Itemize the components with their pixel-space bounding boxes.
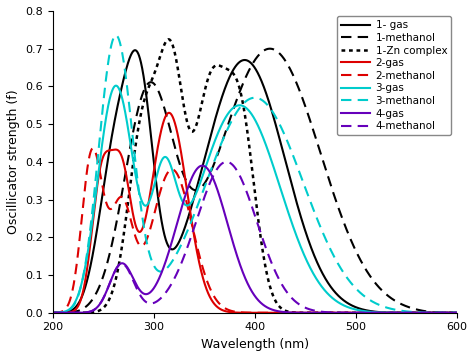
Legend: 1- gas, 1-methanol, 1-Zn complex, 2-gas, 2-methanol, 3-gas, 3-methanol, 4-gas, 4: 1- gas, 1-methanol, 1-Zn complex, 2-gas,…: [337, 16, 451, 135]
1-methanol: [50, 311, 56, 315]
1-methanol: [402, 304, 408, 308]
1- gas: [454, 311, 459, 315]
3-methanol: [402, 309, 408, 313]
Line: 3-gas: 3-gas: [53, 86, 456, 313]
2-gas: [96, 172, 102, 176]
3-gas: [113, 83, 119, 88]
2-methanol: [205, 281, 211, 285]
1-Zn complex: [96, 309, 102, 313]
2-gas: [222, 309, 228, 313]
X-axis label: Wavelength (nm): Wavelength (nm): [201, 338, 309, 351]
3-gas: [222, 116, 228, 120]
3-methanol: [205, 176, 211, 180]
4-methanol: [96, 303, 102, 308]
4-gas: [454, 311, 459, 315]
Line: 4-gas: 4-gas: [53, 166, 456, 313]
Line: 3-methanol: 3-methanol: [53, 35, 456, 313]
1-Zn complex: [454, 311, 459, 315]
3-methanol: [446, 311, 452, 315]
3-methanol: [454, 311, 459, 315]
1-Zn complex: [120, 238, 126, 242]
4-gas: [402, 311, 408, 315]
2-methanol: [90, 146, 96, 150]
2-methanol: [446, 311, 452, 315]
4-gas: [50, 311, 56, 315]
4-gas: [222, 214, 228, 218]
1- gas: [132, 48, 138, 52]
3-methanol: [120, 56, 126, 60]
2-methanol: [402, 311, 408, 315]
1- gas: [446, 311, 452, 315]
4-methanol: [224, 160, 229, 164]
3-gas: [120, 100, 126, 104]
2-methanol: [222, 306, 228, 311]
1-methanol: [96, 285, 102, 290]
Line: 1- gas: 1- gas: [53, 50, 456, 313]
1-Zn complex: [50, 311, 56, 315]
4-gas: [120, 261, 126, 266]
1-methanol: [205, 176, 210, 180]
4-methanol: [454, 311, 459, 315]
Line: 2-gas: 2-gas: [53, 113, 456, 313]
2-gas: [50, 311, 56, 315]
2-methanol: [50, 311, 56, 315]
2-gas: [446, 311, 452, 315]
2-gas: [205, 290, 211, 295]
4-gas: [446, 311, 452, 315]
4-methanol: [402, 311, 408, 315]
4-methanol: [222, 160, 228, 164]
3-gas: [96, 166, 102, 171]
4-methanol: [205, 186, 210, 190]
4-methanol: [120, 262, 126, 266]
4-gas: [96, 303, 102, 308]
3-gas: [446, 311, 452, 315]
3-methanol: [113, 33, 119, 38]
1- gas: [50, 311, 56, 315]
1-methanol: [454, 311, 459, 315]
3-methanol: [96, 143, 102, 147]
1- gas: [205, 144, 211, 148]
1-Zn complex: [446, 311, 452, 315]
Line: 1-Zn complex: 1-Zn complex: [53, 39, 456, 313]
3-gas: [205, 158, 211, 163]
2-methanol: [120, 196, 126, 200]
2-methanol: [96, 166, 102, 170]
3-gas: [454, 311, 459, 315]
2-gas: [454, 311, 459, 315]
1- gas: [96, 215, 102, 219]
4-methanol: [446, 311, 452, 315]
Line: 2-methanol: 2-methanol: [53, 148, 456, 313]
4-methanol: [50, 311, 56, 315]
1-Zn complex: [402, 311, 408, 315]
1-methanol: [267, 47, 273, 51]
1- gas: [402, 311, 408, 315]
3-gas: [50, 311, 56, 315]
2-gas: [166, 111, 172, 115]
1-methanol: [222, 131, 228, 135]
1-Zn complex: [205, 77, 211, 81]
1-Zn complex: [222, 66, 228, 71]
3-methanol: [222, 132, 228, 136]
3-gas: [402, 311, 408, 315]
Line: 4-methanol: 4-methanol: [53, 162, 456, 313]
Y-axis label: Oscillicator strength (f): Oscillicator strength (f): [7, 90, 20, 234]
1-methanol: [446, 311, 452, 315]
1- gas: [222, 85, 228, 90]
2-gas: [402, 311, 408, 315]
Line: 1-methanol: 1-methanol: [53, 49, 456, 313]
3-methanol: [50, 311, 56, 315]
2-methanol: [454, 311, 459, 315]
4-gas: [205, 167, 211, 171]
4-gas: [200, 164, 205, 168]
1-methanol: [120, 186, 126, 190]
1- gas: [120, 80, 126, 84]
1-Zn complex: [166, 37, 172, 42]
2-gas: [120, 158, 126, 163]
